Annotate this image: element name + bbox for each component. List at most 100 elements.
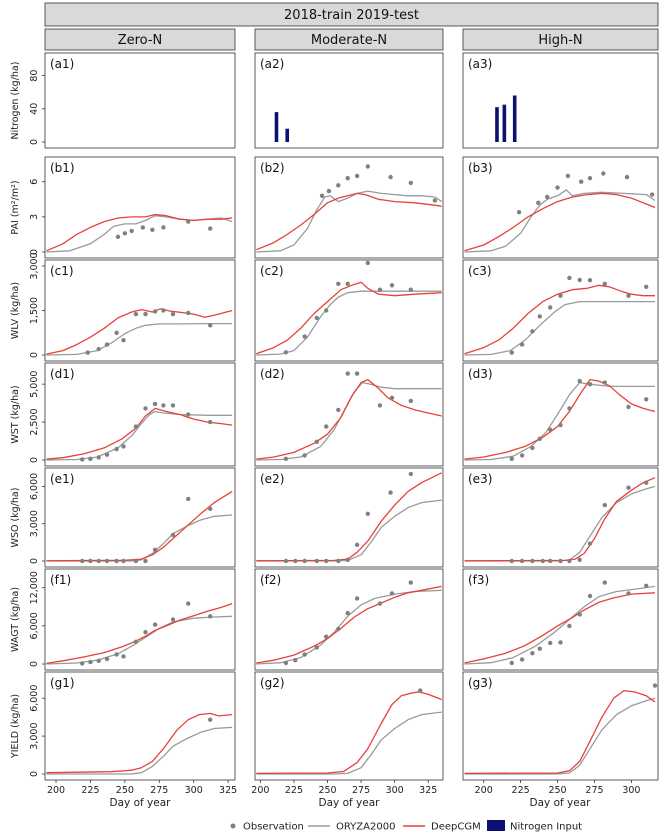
observation-point-f2-5	[336, 626, 341, 632]
observation-point-b3-8	[624, 174, 630, 180]
y-tick-label-yield-1: 3,000	[29, 723, 40, 750]
panel-c2-frame	[254, 259, 444, 362]
x-tick-label-2-3: 275	[585, 785, 603, 796]
observation-point-b3-5	[579, 179, 584, 184]
nitrogen-bar-a2-1	[285, 128, 290, 142]
panel-label-c1: (c1)	[50, 264, 74, 278]
observation-point-d2-3	[324, 424, 329, 429]
panel-d1-frame	[44, 362, 236, 467]
top-strip-title: 2018-train 2019-test	[284, 8, 419, 23]
observation-point-f1-9	[170, 617, 176, 622]
x-axes: 200 225 250 275 300 325 200 225 250 275 300 325 200 2…	[47, 780, 640, 796]
observation-point-c1-10	[186, 310, 191, 316]
observation-point-d1-9	[161, 403, 166, 408]
observation-point-f2-10	[408, 580, 413, 585]
deepcgm-line-g1	[46, 712, 233, 774]
nitrogen-bar-a3-2	[512, 95, 517, 142]
observation-point-d1-4	[114, 446, 119, 452]
oryza-line-c3	[464, 300, 655, 356]
observation-point-d1-0	[80, 457, 85, 462]
panel-a1-frame	[44, 52, 236, 149]
y-axis-label-wagt: WAGT (kg/ha)	[10, 587, 21, 652]
oryza-line-c1	[46, 322, 233, 356]
observation-point-f2-7	[354, 596, 360, 601]
observation-point-e2-6	[345, 557, 350, 562]
deepcgm-line-b1	[46, 213, 233, 252]
observation-point-c2-8	[389, 283, 395, 288]
panels: (a1) (a2) (a3) (b1) (b2) (b3) (c1) (c2) (c3) (d1)…	[44, 52, 659, 781]
observation-point-f3-9	[602, 580, 607, 585]
panel-g2-frame	[254, 671, 444, 781]
observation-point-c3-8	[587, 278, 593, 283]
y-axis-label-pai: PAI (m²/m²)	[10, 180, 21, 234]
y-tick-label-wagt-1: 6,000	[29, 612, 40, 639]
deepcgm-line-e1	[46, 490, 233, 562]
panel-g3: (g3)	[462, 671, 659, 781]
y-tick-label-pai-0: 0	[29, 249, 40, 255]
observation-point-c1-9	[170, 311, 176, 317]
column-strips: Zero-N Moderate-N High-N	[44, 28, 659, 51]
observation-point-e3-6	[567, 558, 572, 564]
panel-a1: (a1)	[44, 52, 236, 149]
observation-point-b1-6	[186, 219, 191, 224]
observation-point-c3-5	[558, 293, 563, 298]
panel-g3-frame	[462, 671, 659, 781]
panel-label-a1: (a1)	[50, 57, 74, 71]
legend-oryza-label: ORYZA2000	[336, 822, 395, 833]
observation-point-c1-4	[121, 338, 126, 343]
observation-point-f3-10	[626, 591, 631, 596]
observation-point-d3-11	[644, 397, 649, 402]
observation-point-b3-6	[587, 176, 593, 181]
observation-point-f3-7	[577, 612, 582, 617]
deepcgm-line-c2	[256, 281, 442, 355]
observation-point-d3-2	[530, 445, 535, 451]
panel-d3-frame	[462, 362, 659, 467]
deepcgm-line-f3	[464, 592, 656, 664]
observation-point-c2-5	[345, 281, 350, 286]
observation-point-e3-1	[519, 558, 525, 564]
panel-e3-frame	[462, 467, 659, 568]
observation-point-b3-3	[555, 185, 560, 190]
legend-observation-label: Observation	[243, 822, 304, 833]
observation-point-d1-2	[96, 455, 101, 460]
panel-c1: (c1)	[44, 259, 236, 362]
x-tick-label-2-1: 225	[512, 785, 530, 796]
panel-g2: (g2)	[254, 671, 444, 781]
x-tick-label-1-2: 250	[318, 785, 336, 796]
observation-point-c1-1	[96, 346, 101, 352]
panel-label-e2: (e2)	[260, 472, 284, 486]
observation-point-f3-4	[548, 640, 553, 646]
observation-point-c1-2	[104, 342, 110, 347]
panel-label-g3: (g3)	[468, 676, 493, 690]
observation-point-b3-4	[565, 173, 571, 179]
observation-point-d3-5	[558, 422, 563, 428]
x-tick-label-0-2: 250	[116, 785, 134, 796]
observation-point-c3-7	[577, 277, 582, 283]
observation-point-d3-9	[602, 380, 607, 385]
observation-point-f2-8	[377, 601, 383, 606]
observation-point-c3-2	[530, 329, 535, 334]
observation-point-d3-0	[509, 456, 514, 461]
panel-c3-frame	[462, 259, 659, 362]
column-strip-moderate-n: Moderate-N	[311, 33, 387, 48]
y-tick-label-yield-2: 6,000	[29, 685, 40, 712]
observation-point-d3-3	[537, 436, 542, 441]
deepcgm-line-g3	[464, 689, 656, 775]
observation-point-f3-2	[530, 651, 535, 656]
legend-deepcgm-label: DeepCGM	[431, 822, 481, 833]
observation-point-c1-6	[143, 311, 148, 317]
observation-point-c1-3	[114, 330, 119, 335]
observation-point-g3-0	[652, 683, 658, 688]
panel-d2-frame	[254, 362, 444, 467]
panel-e2-frame	[254, 467, 444, 568]
observation-point-b2-1	[326, 188, 332, 194]
legend-nitrogen-swatch	[487, 820, 505, 831]
observation-point-g1-0	[208, 717, 213, 722]
observation-point-b1-3	[140, 225, 145, 230]
observation-point-e2-4	[324, 558, 329, 564]
observation-point-b3-9	[649, 192, 655, 197]
observation-point-f2-2	[302, 652, 307, 657]
observation-point-e1-8	[152, 547, 158, 552]
panel-f2: (f2)	[254, 568, 444, 671]
